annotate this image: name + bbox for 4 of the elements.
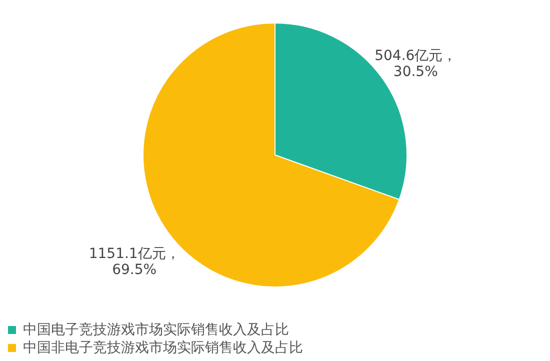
legend-label: 中国电子竞技游戏市场实际销售收入及占比: [23, 322, 289, 338]
data-label: 504.6亿元， 30.5%: [374, 48, 457, 80]
data-label: 1151.1亿元， 69.5%: [88, 246, 180, 278]
legend-label: 中国非电子竞技游戏市场实际销售收入及占比: [23, 340, 303, 356]
